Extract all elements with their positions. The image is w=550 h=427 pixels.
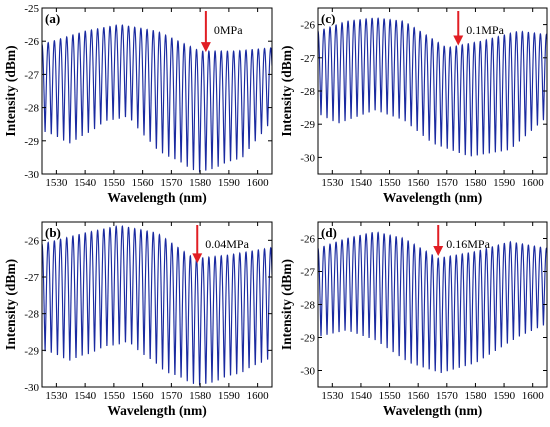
x-tick-label: 1570 (160, 390, 183, 402)
y-tick-label: -30 (24, 382, 39, 394)
x-tick-label: 1570 (160, 177, 183, 189)
x-tick-label: 1590 (218, 177, 241, 189)
panel-c: 1530 1540 1550 1560 1570 1580 1590 1600 -26 -27 -2… (279, 7, 548, 205)
panel-label: (b) (45, 225, 61, 240)
y-axis-title: Intensity (dBm) (279, 259, 294, 350)
y-tick-label: -28 (300, 300, 315, 312)
x-tick-label: 1550 (379, 390, 402, 402)
panel-label: (a) (45, 11, 60, 26)
y-tick-label: -30 (24, 169, 39, 181)
pressure-label: 0.04MPa (205, 237, 249, 251)
y-tick-label: -27 (300, 267, 315, 279)
x-tick-label: 1580 (189, 390, 212, 402)
arrow-head (433, 246, 444, 256)
plot-frame (41, 221, 273, 388)
x-axis-title: Wavelength (nm) (383, 190, 482, 205)
x-tick-label: 1560 (407, 390, 430, 402)
x-tick-label: 1530 (45, 177, 68, 189)
x-tick-label: 1590 (493, 390, 516, 402)
y-tick-label: -25 (24, 3, 39, 15)
x-tick-label: 1530 (321, 177, 344, 189)
x-axis-title: Wavelength (nm) (383, 403, 482, 418)
y-tick-label: -26 (24, 235, 39, 247)
y-tick-label: -26 (300, 20, 315, 32)
y-tick-label: -29 (300, 119, 315, 131)
panel-b: 1530 1540 1550 1560 1570 1580 1590 1600 -26 -27 -2… (3, 221, 273, 418)
x-tick-label: 1560 (407, 177, 430, 189)
arrow-head (453, 35, 464, 46)
y-tick-label: -30 (300, 152, 315, 164)
spectrum-line (42, 225, 272, 386)
spectrum-line (318, 17, 547, 157)
panel-d: 1530 1540 1550 1560 1570 1580 1590 1600 -26 -27 -2… (279, 221, 548, 418)
y-tick-label: -29 (24, 345, 39, 357)
spectrum-line (318, 231, 547, 374)
arrow-head (192, 253, 203, 264)
x-tick-label: 1570 (436, 177, 459, 189)
y-tick-label: -26 (24, 36, 39, 48)
x-tick-label: 1540 (74, 177, 97, 189)
pressure-label: 0.16MPa (446, 237, 490, 251)
x-tick-label: 1560 (132, 177, 155, 189)
x-tick-label: 1590 (493, 177, 516, 189)
x-tick-label: 1600 (247, 390, 270, 402)
x-tick-label: 1580 (464, 390, 487, 402)
panel-label: (d) (321, 225, 337, 240)
x-tick-label: 1540 (350, 177, 373, 189)
x-tick-label: 1550 (103, 177, 126, 189)
x-tick-label: 1600 (522, 177, 545, 189)
y-tick-label: -28 (300, 86, 315, 98)
y-tick-label: -29 (300, 333, 315, 345)
y-axis-title: Intensity (dBm) (3, 259, 18, 350)
y-tick-label: -30 (300, 366, 315, 378)
y-tick-label: -28 (24, 309, 39, 321)
x-axis-title: Wavelength (nm) (107, 190, 206, 205)
x-tick-label: 1600 (247, 177, 270, 189)
x-tick-label: 1530 (45, 390, 68, 402)
x-tick-label: 1560 (132, 390, 155, 402)
x-tick-label: 1590 (218, 390, 241, 402)
panel-a: 1530 1540 1550 1560 1570 1580 1590 1600 -25 -26 -2… (3, 3, 273, 205)
x-tick-label: 1530 (321, 390, 344, 402)
x-tick-label: 1540 (350, 390, 373, 402)
pressure-label: 0.1MPa (466, 23, 504, 37)
x-tick-label: 1570 (436, 390, 459, 402)
y-tick-label: -29 (24, 136, 39, 148)
y-axis-title: Intensity (dBm) (3, 45, 18, 136)
y-tick-label: -28 (24, 103, 39, 115)
pressure-label: 0MPa (214, 23, 243, 37)
x-tick-label: 1550 (379, 177, 402, 189)
x-tick-label: 1580 (464, 177, 487, 189)
spectrum-line (42, 24, 272, 173)
y-axis-title: Intensity (dBm) (279, 45, 294, 136)
y-tick-label: -27 (300, 53, 315, 65)
x-axis-title: Wavelength (nm) (107, 403, 206, 418)
y-tick-label: -27 (24, 69, 39, 81)
x-tick-label: 1550 (103, 390, 126, 402)
panel-label: (c) (321, 11, 335, 26)
y-tick-label: -26 (300, 234, 315, 246)
y-tick-label: -27 (24, 272, 39, 284)
x-tick-label: 1540 (74, 390, 97, 402)
x-tick-label: 1580 (189, 177, 212, 189)
plot-frame (41, 7, 273, 175)
arrow-head (200, 42, 211, 53)
x-tick-label: 1600 (522, 390, 545, 402)
